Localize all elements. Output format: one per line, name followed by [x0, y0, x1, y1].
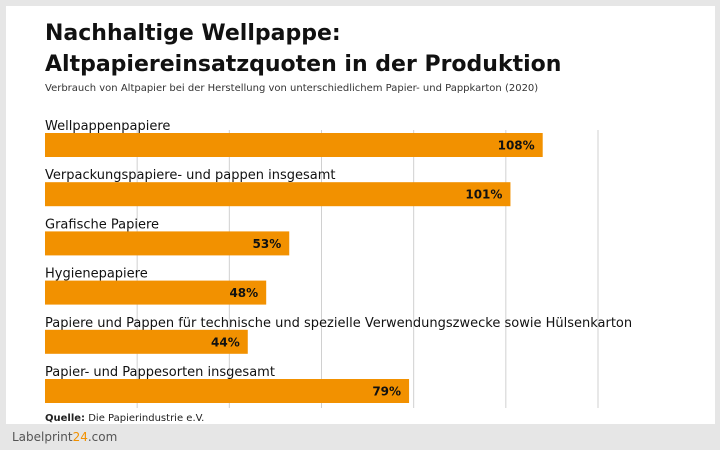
- category-label: Hygienepapiere: [45, 267, 148, 282]
- category-label: Papier- und Pappesorten insgesamt: [45, 365, 275, 380]
- chart-card: [6, 6, 715, 424]
- data-label: 108%: [498, 139, 535, 153]
- source-note: Quelle: Die Papierindustrie e.V.: [45, 413, 204, 424]
- bar: [45, 379, 410, 403]
- bar: [45, 329, 248, 354]
- category-label: Papiere und Pappen für technische und sp…: [45, 316, 632, 331]
- data-label: 101%: [465, 188, 502, 202]
- data-label: 79%: [372, 385, 401, 399]
- category-label: Verpackungspapiere- und pappen insgesamt: [45, 168, 336, 183]
- bar: [45, 280, 267, 305]
- data-label: 53%: [253, 237, 282, 251]
- source-text: Die Papierindustrie e.V.: [85, 413, 205, 424]
- bar: [45, 182, 511, 207]
- chart-title: Nachhaltige Wellpappe: Altpapiereinsatzq…: [45, 18, 561, 80]
- brand-part-1: Labelprint: [12, 430, 73, 444]
- source-label: Quelle:: [45, 413, 86, 424]
- data-label: 44%: [211, 335, 240, 349]
- title-line-2: Altpapiereinsatzquoten in der Produktion: [45, 52, 562, 77]
- category-label: Wellpappenpapiere: [45, 119, 170, 134]
- brand-part-3: .com: [87, 430, 118, 444]
- bar: [45, 133, 543, 157]
- chart-subtitle: Verbrauch von Altpapier bei der Herstell…: [45, 83, 539, 94]
- category-label: Grafische Papiere: [45, 217, 159, 232]
- data-label: 48%: [229, 286, 258, 300]
- brand-logo: Labelprint24.com: [12, 430, 117, 444]
- title-line-1: Nachhaltige Wellpappe:: [45, 21, 341, 46]
- bar: [45, 231, 290, 256]
- brand-part-2: 24: [72, 430, 88, 444]
